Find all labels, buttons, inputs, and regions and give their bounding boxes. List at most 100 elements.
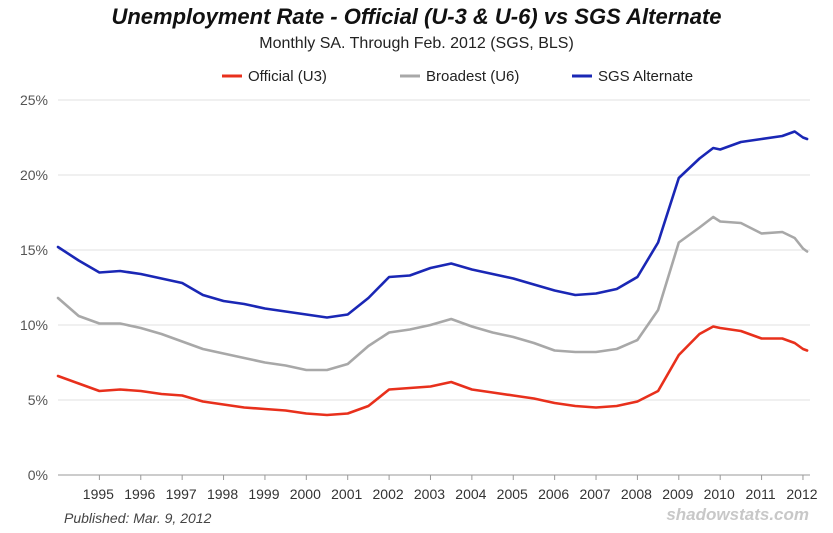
data-point-broadest-u6 [553, 349, 556, 352]
data-point-sgs-alternate [712, 147, 715, 149]
y-tick-label: 10% [20, 317, 48, 333]
data-point-sgs-alternate [222, 300, 225, 302]
data-point-broadest-u6 [326, 369, 328, 371]
data-point-sgs-alternate [802, 136, 804, 139]
data-point-broadest-u6 [450, 318, 453, 320]
grid-lines [58, 99, 810, 476]
data-point-broadest-u6 [202, 348, 204, 350]
data-point-broadest-u6 [471, 325, 473, 328]
data-point-official-u3 [119, 388, 121, 391]
data-point-sgs-alternate [346, 313, 349, 316]
data-point-official-u3 [326, 414, 328, 416]
data-point-broadest-u6 [77, 315, 80, 317]
data-point-sgs-alternate [305, 313, 308, 316]
data-point-broadest-u6 [636, 339, 639, 341]
legend-label: Broadest (U6) [426, 68, 519, 85]
x-tick-label: 2004 [455, 486, 486, 502]
data-point-official-u3 [615, 405, 618, 407]
data-point-official-u3 [450, 381, 453, 383]
data-point-official-u3 [471, 388, 473, 391]
data-point-official-u3 [98, 390, 101, 392]
data-point-official-u3 [57, 375, 59, 377]
data-point-sgs-alternate [243, 303, 246, 305]
data-point-sgs-alternate [77, 259, 80, 262]
data-point-official-u3 [553, 402, 556, 404]
data-point-official-u3 [740, 330, 742, 332]
data-point-official-u3 [793, 342, 796, 344]
data-point-broadest-u6 [305, 369, 308, 371]
series-line-broadest-u6 [56, 215, 809, 372]
data-point-official-u3 [284, 409, 287, 412]
data-point-broadest-u6 [346, 363, 349, 365]
data-point-official-u3 [243, 406, 246, 409]
data-point-broadest-u6 [512, 336, 515, 338]
data-point-sgs-alternate [793, 130, 796, 133]
data-point-sgs-alternate [553, 289, 556, 292]
chart-title: Unemployment Rate - Official (U-3 & U-6)… [111, 4, 722, 29]
series-lines [56, 130, 809, 417]
data-point-broadest-u6 [595, 351, 597, 353]
data-point-broadest-u6 [264, 361, 266, 364]
data-point-broadest-u6 [222, 352, 225, 355]
data-point-broadest-u6 [98, 322, 101, 325]
x-tick-label: 2003 [414, 486, 445, 502]
data-point-sgs-alternate [615, 288, 618, 290]
data-point-broadest-u6 [408, 328, 411, 331]
series-line-official-u3 [56, 325, 809, 417]
data-point-official-u3 [367, 405, 370, 407]
data-point-sgs-alternate [119, 270, 121, 272]
data-point-official-u3 [429, 385, 432, 388]
x-axis: 1995 1996 1997 1998 1999 2000 2001 2002 2003 2004… [58, 474, 818, 502]
data-point-official-u3 [491, 391, 494, 394]
y-tick-label: 5% [28, 392, 48, 408]
data-point-official-u3 [77, 382, 80, 385]
data-point-broadest-u6 [181, 340, 184, 343]
legend: Official (U3) Broadest (U6) SGS Alternate [222, 68, 693, 85]
x-tick-label: 2009 [662, 486, 693, 502]
data-point-official-u3 [408, 387, 411, 389]
data-point-broadest-u6 [429, 324, 432, 326]
data-point-official-u3 [760, 337, 763, 340]
data-point-broadest-u6 [677, 241, 680, 244]
data-point-broadest-u6 [802, 247, 804, 250]
data-point-sgs-alternate [491, 273, 494, 275]
data-point-broadest-u6 [806, 250, 808, 253]
data-point-broadest-u6 [657, 309, 659, 311]
data-point-broadest-u6 [574, 351, 577, 353]
chart-subtitle: Monthly SA. Through Feb. 2012 (SGS, BLS) [259, 35, 574, 52]
data-point-sgs-alternate [160, 277, 163, 280]
x-tick-label: 2006 [538, 486, 569, 502]
data-point-sgs-alternate [450, 262, 453, 265]
x-tick-label: 2002 [373, 486, 404, 502]
x-tick-label: 1996 [124, 486, 155, 502]
data-point-broadest-u6 [781, 231, 784, 233]
legend-label: SGS Alternate [598, 68, 693, 85]
data-point-official-u3 [512, 394, 515, 397]
data-point-sgs-alternate [367, 297, 370, 299]
y-tick-label: 15% [20, 242, 48, 258]
data-point-broadest-u6 [367, 345, 370, 347]
data-point-official-u3 [160, 393, 163, 395]
data-point-official-u3 [202, 400, 204, 403]
x-tick-label: 2001 [331, 486, 362, 502]
data-point-official-u3 [181, 394, 184, 397]
y-tick-label: 0% [28, 467, 48, 483]
data-point-official-u3 [677, 354, 680, 356]
x-tick-label: 1998 [207, 486, 238, 502]
data-point-sgs-alternate [202, 294, 204, 296]
data-point-broadest-u6 [284, 364, 287, 367]
data-point-broadest-u6 [388, 331, 390, 334]
data-point-broadest-u6 [698, 226, 701, 229]
data-point-sgs-alternate [284, 310, 287, 313]
data-point-official-u3 [222, 403, 225, 406]
data-point-broadest-u6 [243, 357, 246, 359]
data-point-official-u3 [264, 408, 266, 410]
data-point-broadest-u6 [160, 333, 163, 335]
published-date: Published: Mar. 9, 2012 [64, 510, 212, 526]
data-point-sgs-alternate [264, 307, 266, 310]
data-point-broadest-u6 [719, 220, 722, 223]
x-tick-label: 1995 [83, 486, 114, 502]
data-point-sgs-alternate [57, 246, 59, 248]
data-point-official-u3 [533, 397, 535, 400]
